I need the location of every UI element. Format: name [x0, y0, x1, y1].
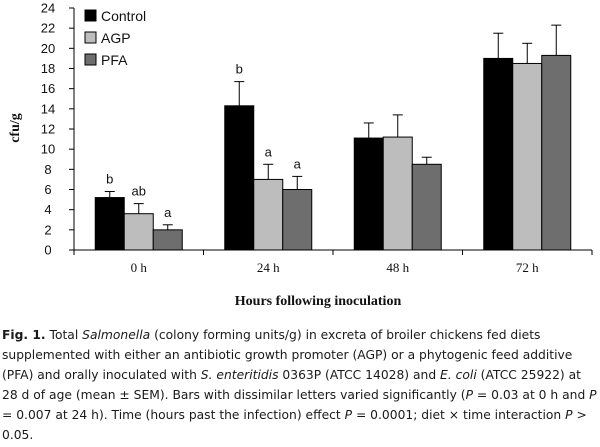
- caption-label: Fig. 1.: [2, 328, 46, 342]
- caption-text: Total: [49, 328, 83, 342]
- significance-label: a: [294, 156, 302, 171]
- x-tick-label: 48 h: [386, 260, 409, 275]
- bar: [411, 163, 442, 251]
- significance-label: b: [236, 62, 243, 77]
- legend-swatch: [84, 53, 97, 66]
- y-tick-label: 0: [44, 243, 51, 258]
- y-tick-label: 20: [41, 41, 55, 56]
- legend-swatch: [84, 31, 97, 44]
- y-tick-label: 6: [44, 182, 51, 197]
- caption-italic: Salmonella: [82, 328, 151, 342]
- bar: [282, 189, 313, 251]
- y-tick-label: 4: [44, 202, 51, 217]
- bar: [382, 136, 413, 251]
- significance-label: b: [106, 172, 113, 187]
- bars: [94, 54, 572, 251]
- caption-italic: P: [565, 408, 573, 422]
- y-tick-label: 2: [44, 222, 51, 237]
- bar: [353, 137, 384, 251]
- bar: [541, 54, 572, 251]
- y-tick-label: 12: [41, 122, 55, 137]
- caption-text: = 0.03 at 0 h and: [473, 388, 590, 402]
- error-bars: [104, 24, 562, 230]
- figure-caption: Fig. 1. Total Salmonella (colony forming…: [2, 325, 598, 445]
- caption-italic: S. enteritidis: [200, 368, 279, 382]
- legend-swatch: [84, 9, 97, 22]
- bar: [152, 229, 183, 251]
- bar: [123, 213, 154, 251]
- x-axis: 0 h 24 h 48 h 72 h: [73, 249, 593, 275]
- legend: Control AGP PFA: [84, 8, 146, 68]
- caption-text: (ATCC 25922) at 28 d of age (mean ± SEM)…: [2, 368, 581, 402]
- y-tick-label: 16: [41, 81, 55, 96]
- significance-label: ab: [132, 184, 146, 199]
- x-tick-label: 24 h: [257, 260, 280, 275]
- x-tick-label: 0 h: [131, 260, 148, 275]
- x-tick-label: 72 h: [516, 260, 539, 275]
- caption-italic: P: [344, 408, 353, 422]
- legend-label: PFA: [101, 52, 128, 68]
- bar: [512, 62, 543, 251]
- caption-text: 0363P (ATCC 14028) and: [278, 368, 441, 382]
- bar: [253, 178, 284, 251]
- y-tick-label: 22: [41, 21, 55, 36]
- significance-label: a: [164, 205, 172, 220]
- y-tick-label: 10: [41, 142, 55, 157]
- caption-italic: P: [589, 388, 597, 402]
- significance-label: a: [265, 144, 273, 159]
- legend-label: Control: [101, 8, 146, 24]
- y-tick-label: 8: [44, 162, 51, 177]
- caption-text: (colony forming units/g) in excreta of b…: [2, 328, 573, 382]
- caption-italic: P: [465, 388, 473, 402]
- bar: [224, 105, 255, 251]
- y-tick-label: 18: [41, 61, 55, 76]
- y-axis-title: cfu/g: [8, 113, 23, 143]
- caption-italic: E. coli: [440, 368, 477, 382]
- caption-text: = 0.0001; diet × time interaction: [352, 408, 566, 422]
- bar: [483, 57, 514, 251]
- y-tick-label: 24: [41, 1, 55, 16]
- y-tick-label: 14: [41, 101, 55, 116]
- caption-text: > 0.05.: [2, 408, 587, 442]
- legend-label: AGP: [101, 30, 131, 46]
- bar: [94, 197, 125, 251]
- caption-text: = 0.007 at 24 h). Time (hours past the i…: [2, 408, 345, 422]
- x-axis-title: Hours following inoculation: [235, 294, 402, 309]
